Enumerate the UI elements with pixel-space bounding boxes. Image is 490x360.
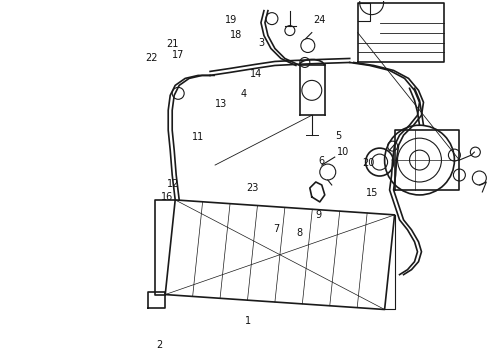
Text: 18: 18 bbox=[230, 30, 243, 40]
Text: 20: 20 bbox=[362, 158, 375, 168]
Text: 17: 17 bbox=[172, 50, 184, 60]
Text: 12: 12 bbox=[167, 179, 179, 189]
Text: 19: 19 bbox=[224, 15, 237, 26]
Text: 10: 10 bbox=[337, 147, 349, 157]
Text: 11: 11 bbox=[192, 132, 204, 142]
Text: 4: 4 bbox=[240, 89, 246, 99]
Text: 8: 8 bbox=[296, 228, 302, 238]
Text: 14: 14 bbox=[250, 69, 262, 79]
Text: 13: 13 bbox=[215, 99, 227, 109]
Text: 3: 3 bbox=[259, 38, 265, 48]
Text: 22: 22 bbox=[145, 53, 157, 63]
Text: 1: 1 bbox=[245, 316, 251, 325]
Text: 24: 24 bbox=[314, 15, 326, 26]
Text: 6: 6 bbox=[318, 156, 324, 166]
Text: 2: 2 bbox=[156, 340, 162, 350]
Text: 7: 7 bbox=[273, 225, 280, 234]
Text: 16: 16 bbox=[161, 192, 173, 202]
Text: 9: 9 bbox=[316, 210, 322, 220]
Text: 15: 15 bbox=[366, 188, 379, 198]
Text: 21: 21 bbox=[166, 39, 178, 49]
Text: 23: 23 bbox=[246, 183, 258, 193]
Text: 5: 5 bbox=[335, 131, 342, 140]
